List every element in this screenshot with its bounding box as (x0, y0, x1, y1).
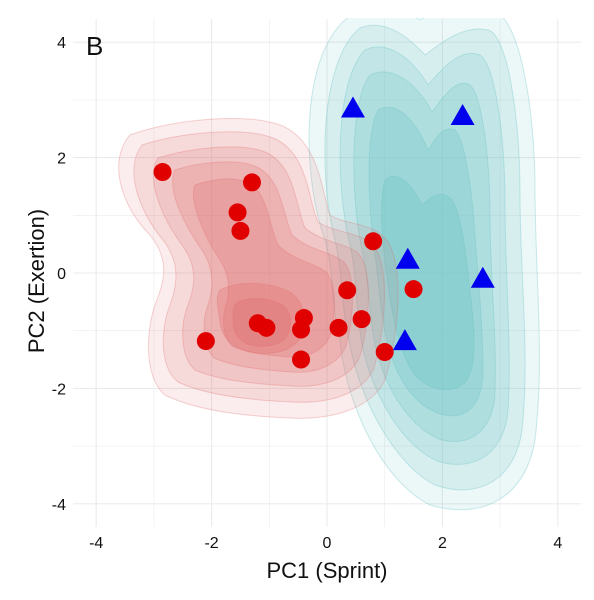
density-band-group-1 (153, 146, 369, 387)
axis-ticks: -4 -2 0 2 4 -4 -2 0 2 4 (52, 35, 563, 552)
y-tick-label: -2 (52, 381, 66, 398)
data-point-triangle (392, 329, 417, 351)
data-point-circle (153, 163, 172, 182)
data-point-circle (242, 173, 261, 192)
data-point-circle (231, 221, 250, 240)
data-point-circle (375, 343, 394, 362)
data-points (153, 96, 495, 369)
y-tick-label: 4 (57, 35, 66, 52)
y-tick-label: 2 (57, 151, 66, 168)
x-tick-label: -2 (204, 535, 218, 552)
data-point-circle (404, 280, 423, 299)
density-band-group-2 (368, 106, 484, 417)
x-axis-title: PC1 (Sprint) (266, 558, 387, 583)
x-tick-label: 4 (553, 535, 562, 552)
data-point-circle (352, 310, 371, 329)
density-band-group-1 (118, 118, 399, 419)
x-tick-label: 0 (323, 535, 332, 552)
data-point-circle (257, 318, 276, 337)
data-point-circle (364, 232, 383, 251)
density-band-group-1 (133, 131, 385, 403)
panel-label: B (86, 31, 103, 61)
y-axis-title: PC2 (Exertion) (24, 209, 49, 353)
density-contours-group-1 (118, 118, 399, 419)
data-point-triangle (395, 247, 420, 269)
x-tick-label: -4 (89, 535, 103, 552)
y-tick-label: -4 (52, 497, 66, 514)
data-point-triangle (450, 104, 475, 126)
data-point-triangle (340, 96, 365, 118)
density-band-group-2 (308, 18, 540, 511)
grid (73, 19, 581, 527)
data-point-circle (292, 350, 311, 369)
density-contours-group-2 (308, 18, 540, 511)
x-tick-label: 2 (438, 535, 447, 552)
data-point-triangle (470, 266, 495, 288)
data-point-circle (196, 332, 215, 351)
density-band-group-2 (324, 24, 526, 491)
data-point-circle (228, 203, 247, 222)
data-point-circle (329, 318, 348, 337)
y-tick-label: 0 (57, 266, 66, 283)
data-point-circle (338, 281, 357, 300)
data-point-circle (292, 320, 311, 339)
